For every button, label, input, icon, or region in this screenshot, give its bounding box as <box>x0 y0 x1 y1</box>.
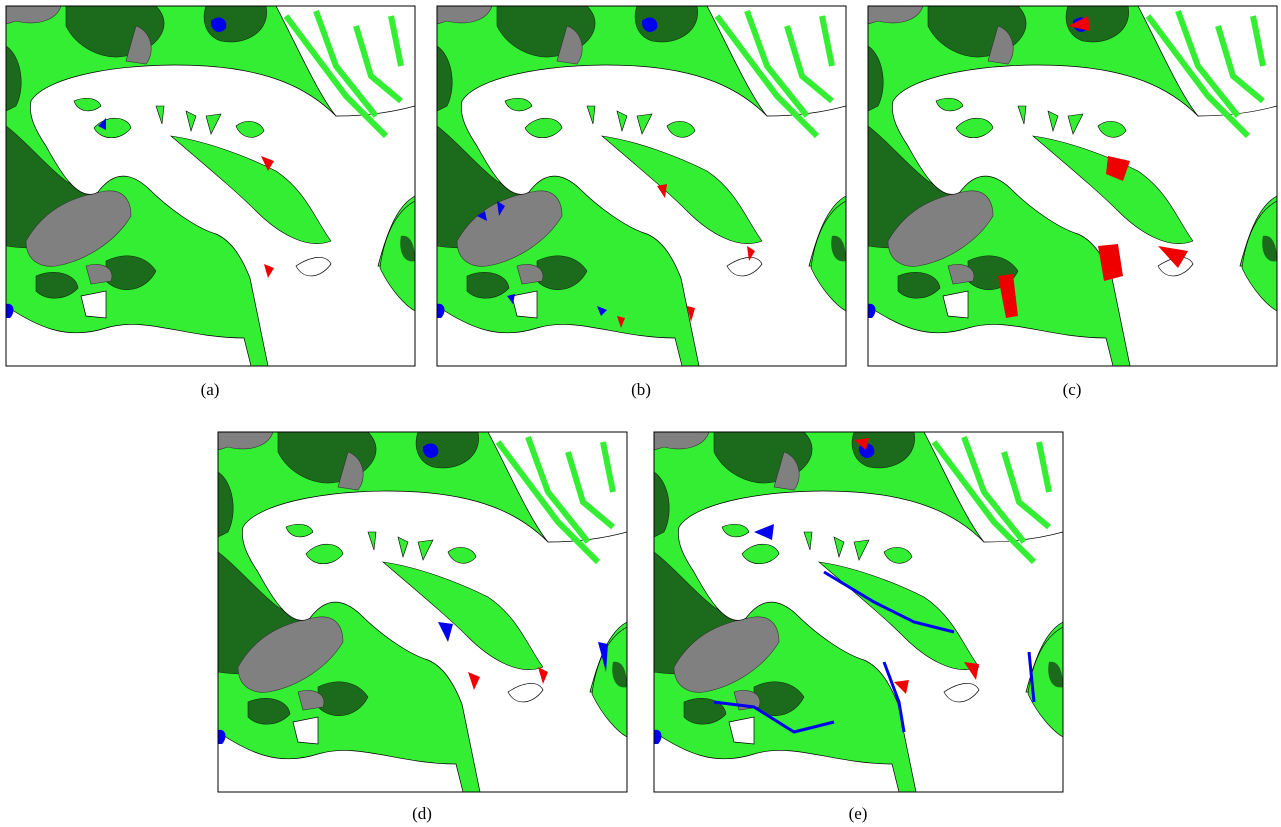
map-panel <box>868 6 1277 366</box>
panel-label: (b) <box>631 380 651 399</box>
map-panel <box>437 6 846 366</box>
map-panel <box>6 6 415 366</box>
map-panel <box>654 432 1063 792</box>
panel-label: (d) <box>412 804 432 823</box>
panel-label: (e) <box>849 804 868 823</box>
panel-label: (c) <box>1063 380 1082 399</box>
map-panel <box>218 432 627 792</box>
panel-label: (a) <box>201 380 220 399</box>
figure: (a) (b) (c) (d) (e) <box>0 0 1281 827</box>
